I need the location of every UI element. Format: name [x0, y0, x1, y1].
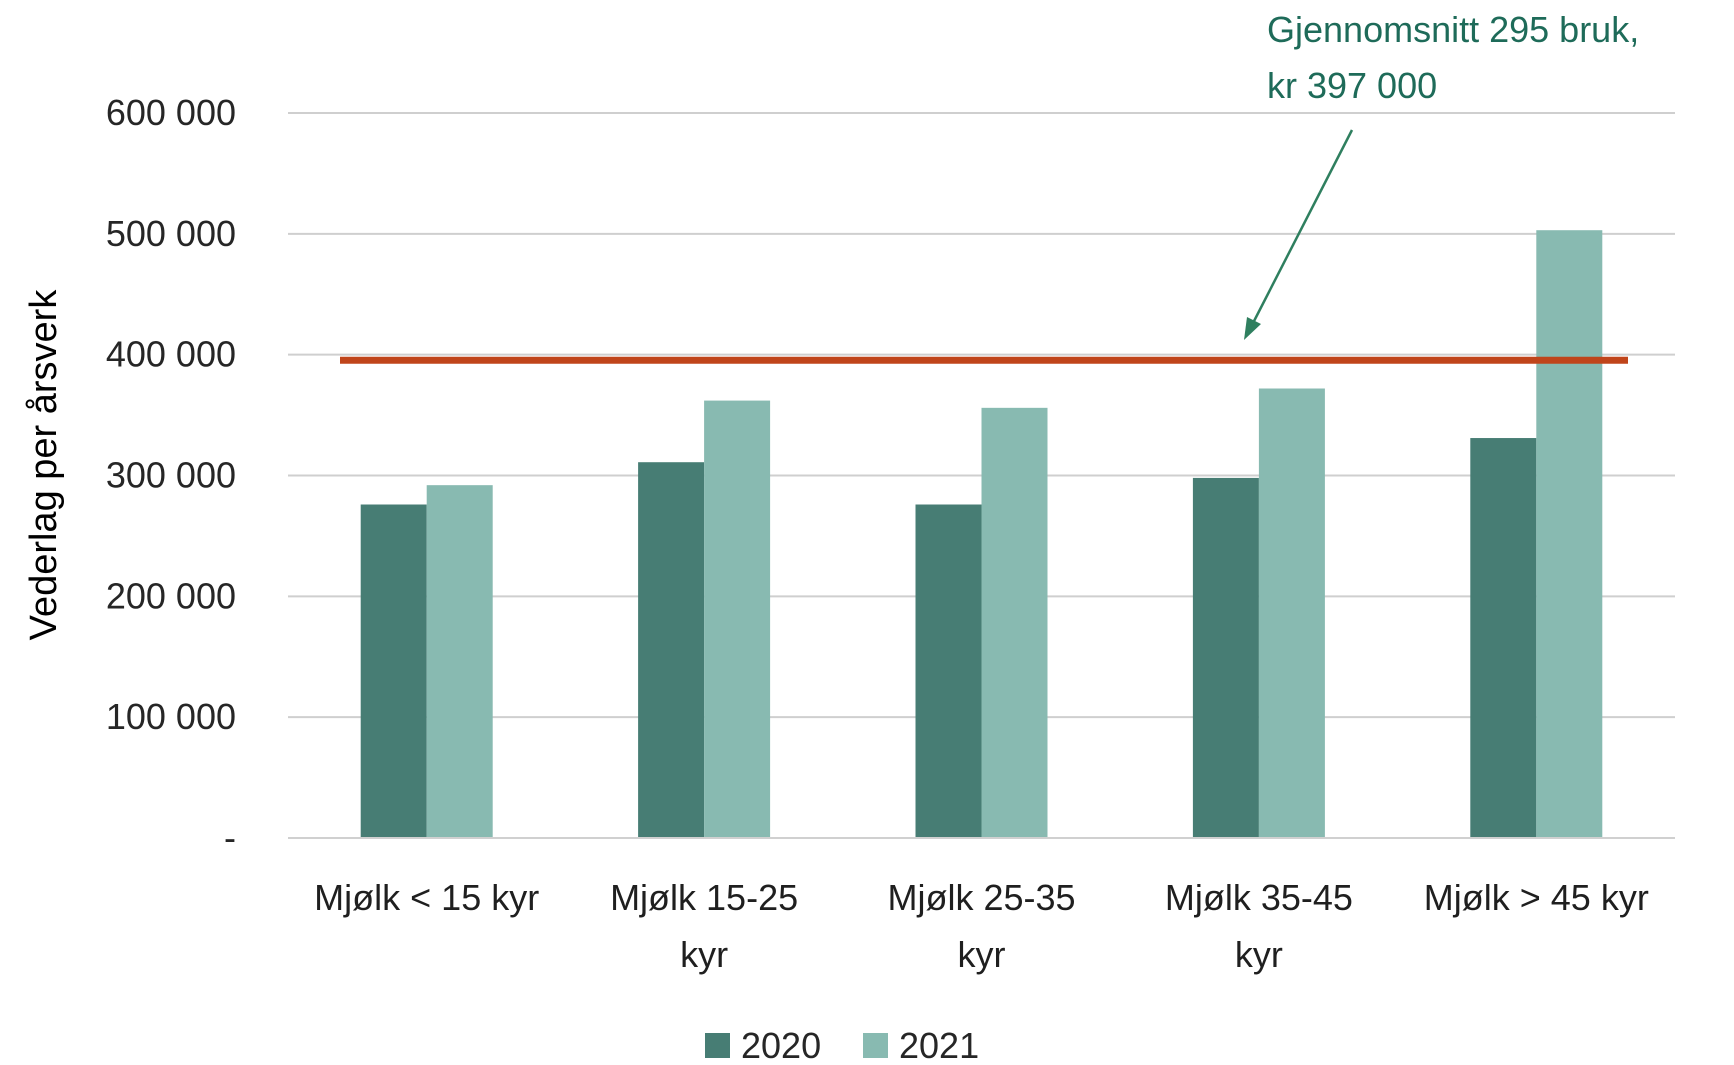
y-tick-label: 600 000	[106, 92, 236, 133]
y-tick-label: 100 000	[106, 696, 236, 737]
x-category-label: Mjølk 35-45	[1165, 877, 1353, 918]
x-category-label: Mjølk 25-35	[887, 877, 1075, 918]
annotation-arrowhead	[1244, 317, 1261, 340]
y-axis-title: Vederlag per årsverk	[23, 289, 65, 641]
bar-2021	[704, 400, 771, 838]
bar-2021	[1258, 388, 1325, 838]
annotation-text: kr 397 000	[1267, 65, 1437, 106]
legend-swatch-2021	[863, 1033, 888, 1058]
annotation-arrow-line	[1250, 129, 1354, 326]
x-axis-labels: Mjølk < 15 kyr Mjølk 15-25 kyr Mjølk 25-35 k…	[314, 877, 1649, 975]
y-tick-label: 300 000	[106, 455, 236, 496]
y-axis-ticks: - 100 000 200 000 300 000 400 000 500 000 600 …	[106, 92, 236, 858]
bar-2020	[638, 462, 705, 838]
y-tick-label: 500 000	[106, 213, 236, 254]
bar-2021	[426, 485, 493, 838]
bar-2020	[1192, 477, 1259, 838]
x-category-label: kyr	[1235, 934, 1283, 975]
legend-swatch-2020	[705, 1033, 730, 1058]
y-tick-label: 200 000	[106, 575, 236, 616]
x-category-label: Mjølk < 15 kyr	[314, 877, 539, 918]
legend-label: 2020	[741, 1025, 821, 1065]
y-tick-label: -	[224, 817, 236, 858]
x-category-label: kyr	[680, 934, 728, 975]
bar-2020	[1470, 438, 1537, 838]
bar-2021	[1536, 230, 1603, 839]
annotation-text: Gjennomsnitt 295 bruk,	[1267, 9, 1639, 50]
annotation: Gjennomsnitt 295 bruk, kr 397 000	[1244, 9, 1639, 340]
bars	[288, 230, 1675, 839]
bar-2020	[915, 504, 982, 838]
bar-2021	[981, 407, 1048, 838]
legend-label: 2021	[899, 1025, 979, 1065]
y-tick-label: 400 000	[106, 334, 236, 375]
legend: 2020 2021	[705, 1025, 979, 1065]
x-category-label: kyr	[958, 934, 1006, 975]
x-category-label: Mjølk 15-25	[610, 877, 798, 918]
bar-2020	[360, 504, 427, 838]
x-category-label: Mjølk > 45 kyr	[1424, 877, 1649, 918]
